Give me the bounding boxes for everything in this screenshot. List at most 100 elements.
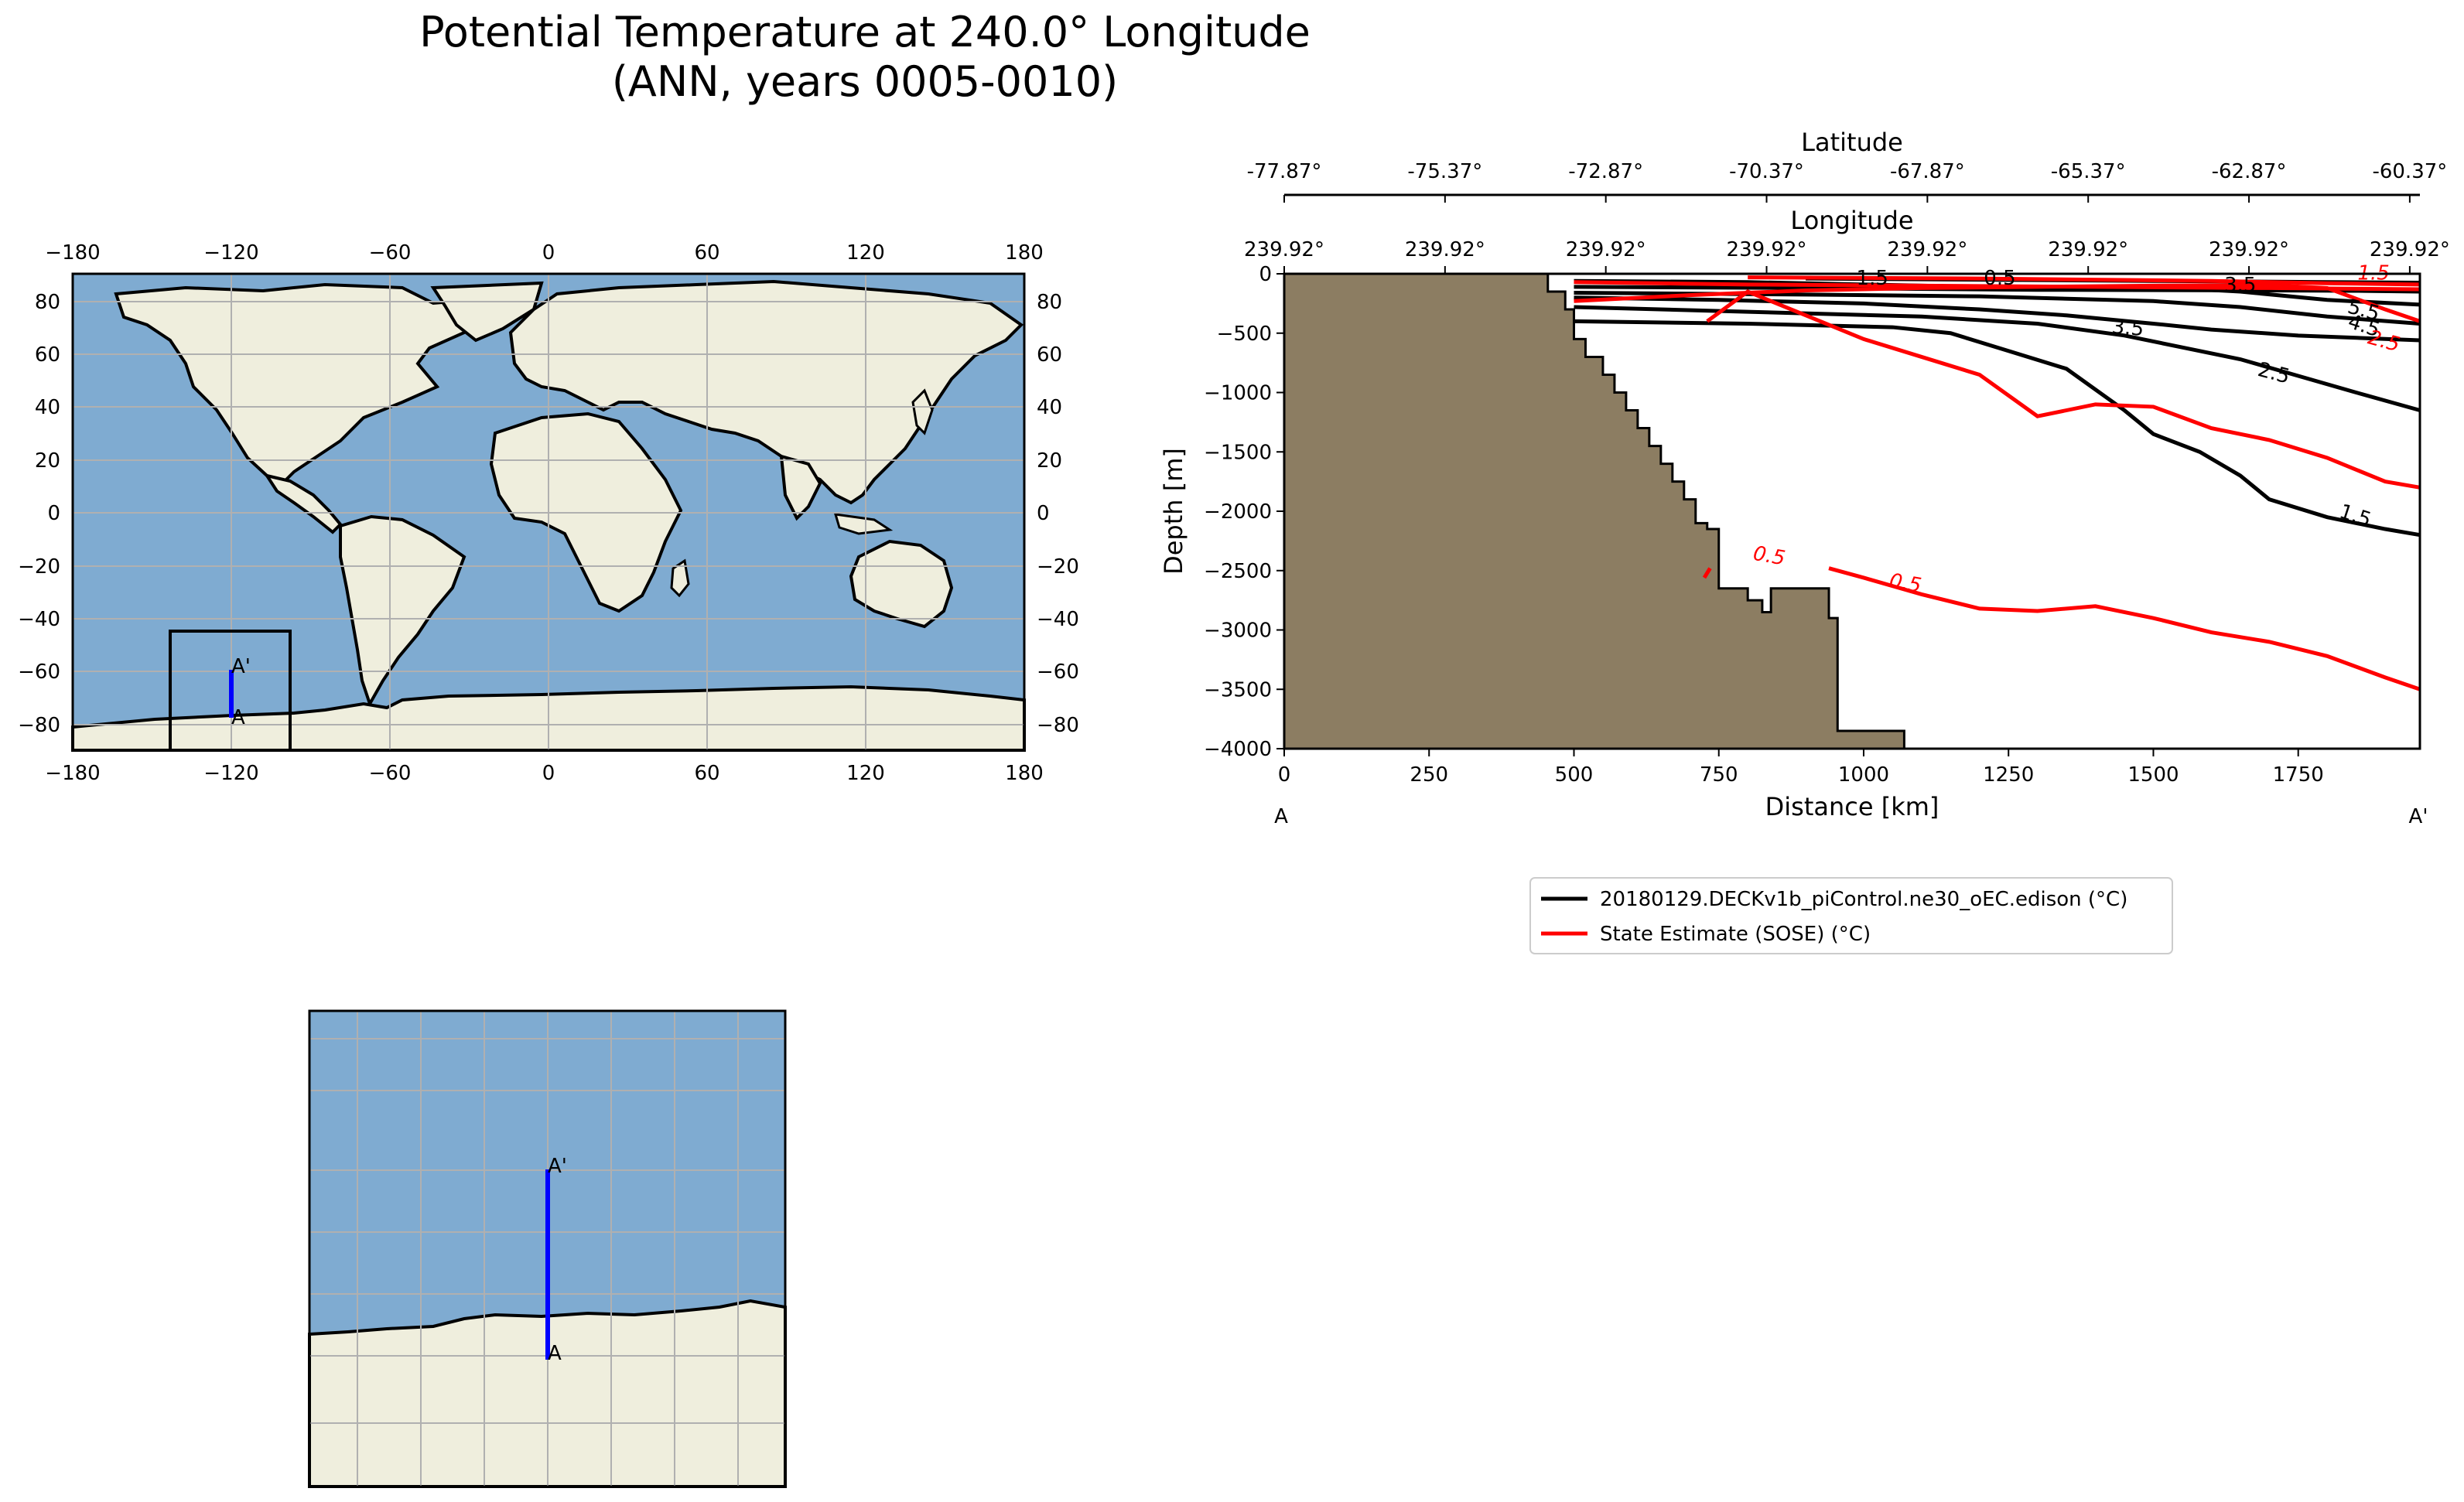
x-tick-label: 0	[1278, 763, 1291, 787]
land-greenland	[430, 281, 544, 343]
land-eurasia	[508, 279, 1024, 505]
model-contour-label: 0.5	[1984, 267, 2015, 290]
observation-contour-0p5	[1574, 280, 2421, 292]
inset-transect-start-label: A	[548, 1342, 562, 1365]
inset-map-frame	[308, 1009, 787, 1488]
lat-tick-left: 80	[35, 291, 60, 314]
x-tick-label: 1000	[1838, 763, 1889, 787]
figure-title: Potential Temperature at 240.0° Longitud…	[0, 8, 1730, 107]
x-tick-label: 500	[1555, 763, 1594, 787]
world-map-gridlines	[73, 274, 1024, 750]
lon-tick-bottom: 0	[542, 762, 555, 785]
model-contour-4p5	[1574, 291, 2421, 326]
lat-tick-left: 60	[35, 343, 60, 367]
x-tick-label: 750	[1700, 763, 1738, 787]
longitude-tick-label: 239.92°	[1887, 238, 1967, 261]
transect-chart: 1.52.53.5 4.55.53.50.51.50.50.51.52.5 0 25…	[1159, 128, 2450, 954]
y-tick-label: −4000	[1204, 738, 1272, 761]
lat-tick-right: −80	[1037, 714, 1079, 737]
x-tick-label: 1250	[1983, 763, 2034, 787]
lat-tick-right: 80	[1037, 291, 1062, 314]
world-map: A A' −180 −120 −60 0 60 120 180 −180 −12…	[18, 241, 1079, 785]
lat-tick-left: 20	[35, 449, 60, 473]
world-map-lat-ticks-left: 80 60 40 20 0 −20 −40 −60 −80	[18, 291, 60, 737]
lat-tick-left: 0	[47, 502, 60, 525]
y-tick-label: −3000	[1204, 620, 1272, 643]
latitude-longitude-axis-ticks: -77.87° 239.92° -75.37° 239.92° -72.87° 239.9…	[1244, 160, 2450, 274]
longitude-tick-label: 239.92°	[1566, 238, 1646, 261]
latitude-axis-label: Latitude	[1801, 128, 1903, 157]
lon-tick-top: 180	[1005, 241, 1044, 265]
world-map-lat-ticks-right: 80 60 40 20 0 −20 −40 −60 −80	[1037, 291, 1079, 737]
land-indonesia	[833, 513, 894, 535]
lon-tick-top: 120	[846, 241, 885, 265]
lon-tick-bottom: −120	[203, 762, 258, 785]
latitude-tick-label: -65.37°	[2051, 160, 2126, 183]
depth-axis-ticks: 0 −500 −1000 −1500 −2000 −2500 −3000 −3500 −4000	[1204, 263, 1284, 761]
lon-tick-bottom: 120	[846, 762, 885, 785]
lon-tick-top: −120	[203, 241, 258, 265]
y-tick-label: −2500	[1204, 560, 1272, 583]
latitude-tick-label: -62.87°	[2212, 160, 2287, 183]
observation-contour-1p5	[1706, 289, 2421, 490]
model-contour-1p5	[1574, 319, 2421, 538]
land-north-america	[114, 282, 498, 490]
model-contour-label: 1.5	[1857, 267, 1888, 290]
lat-tick-right: −20	[1037, 555, 1079, 579]
observation-contour-1p5	[1748, 275, 2421, 287]
legend-box	[1529, 877, 2173, 954]
lat-tick-left: −40	[18, 608, 60, 631]
contour-layer	[1574, 275, 2421, 691]
world-map-transect-start-label: A	[231, 706, 245, 729]
lat-tick-left: −20	[18, 555, 60, 579]
title-line-2: (ANN, years 0005-0010)	[611, 57, 1119, 106]
latitude-tick-label: -75.37°	[1407, 160, 1482, 183]
longitude-tick-label: 239.92°	[1244, 238, 1324, 261]
latitude-tick-label: -70.37°	[1729, 160, 1804, 183]
lat-tick-left: −80	[18, 714, 60, 737]
y-tick-label: −1500	[1204, 441, 1272, 464]
y-tick-label: −1000	[1204, 382, 1272, 405]
lon-tick-bottom: −60	[369, 762, 412, 785]
lon-tick-bottom: −180	[45, 762, 100, 785]
lon-tick-bottom: 180	[1005, 762, 1044, 785]
transect-end-label: A'	[2409, 805, 2428, 828]
model-contour-label: 3.5	[2111, 316, 2145, 341]
longitude-axis-label: Longitude	[1790, 206, 1913, 235]
x-tick-label: 250	[1410, 763, 1448, 787]
lat-tick-right: −60	[1037, 661, 1079, 684]
lat-tick-left: −60	[18, 661, 60, 684]
longitude-tick-label: 239.92°	[2370, 238, 2450, 261]
land-central-america	[263, 473, 343, 534]
land-madagascar	[670, 558, 690, 598]
model-contour-label: 3.5	[2224, 274, 2256, 297]
model-contour-0p5	[1574, 285, 2421, 293]
longitude-tick-label: 239.92°	[2209, 238, 2289, 261]
latitude-tick-label: -67.87°	[1890, 160, 1965, 183]
x-axis-label: Distance [km]	[1765, 792, 1939, 821]
inset-map: A A'	[308, 1009, 787, 1488]
bathymetry-layer	[1283, 272, 1905, 750]
longitude-tick-label: 239.92°	[1405, 238, 1485, 261]
latitude-tick-label: -77.87°	[1247, 160, 1322, 183]
legend: 20180129.DECKv1b_piControl.ne30_oEC.edis…	[1529, 877, 2173, 954]
lat-tick-right: −40	[1037, 608, 1079, 631]
observation-contour-label: 0.5	[1888, 569, 1923, 598]
lat-tick-right: 60	[1037, 343, 1062, 367]
title-line-1: Potential Temperature at 240.0° Longitud…	[419, 8, 1311, 56]
latitude-tick-label: -72.87°	[1568, 160, 1643, 183]
observation-contour-0p5	[1702, 567, 1712, 579]
model-contour-2p5	[1574, 305, 2421, 412]
world-map-frame	[71, 272, 1026, 752]
longitude-tick-label: 239.92°	[1727, 238, 1807, 261]
bathymetry-polygon	[1283, 272, 1905, 750]
lat-tick-right: 20	[1037, 449, 1062, 473]
latitude-tick-label: -60.37°	[2372, 160, 2447, 183]
lon-tick-top: 60	[694, 241, 719, 265]
lon-tick-top: −180	[45, 241, 100, 265]
y-tick-label: −500	[1217, 323, 1272, 346]
x-tick-label: 1500	[2127, 763, 2179, 787]
lon-tick-top: 0	[542, 241, 555, 265]
longitude-tick-label: 239.92°	[2048, 238, 2128, 261]
